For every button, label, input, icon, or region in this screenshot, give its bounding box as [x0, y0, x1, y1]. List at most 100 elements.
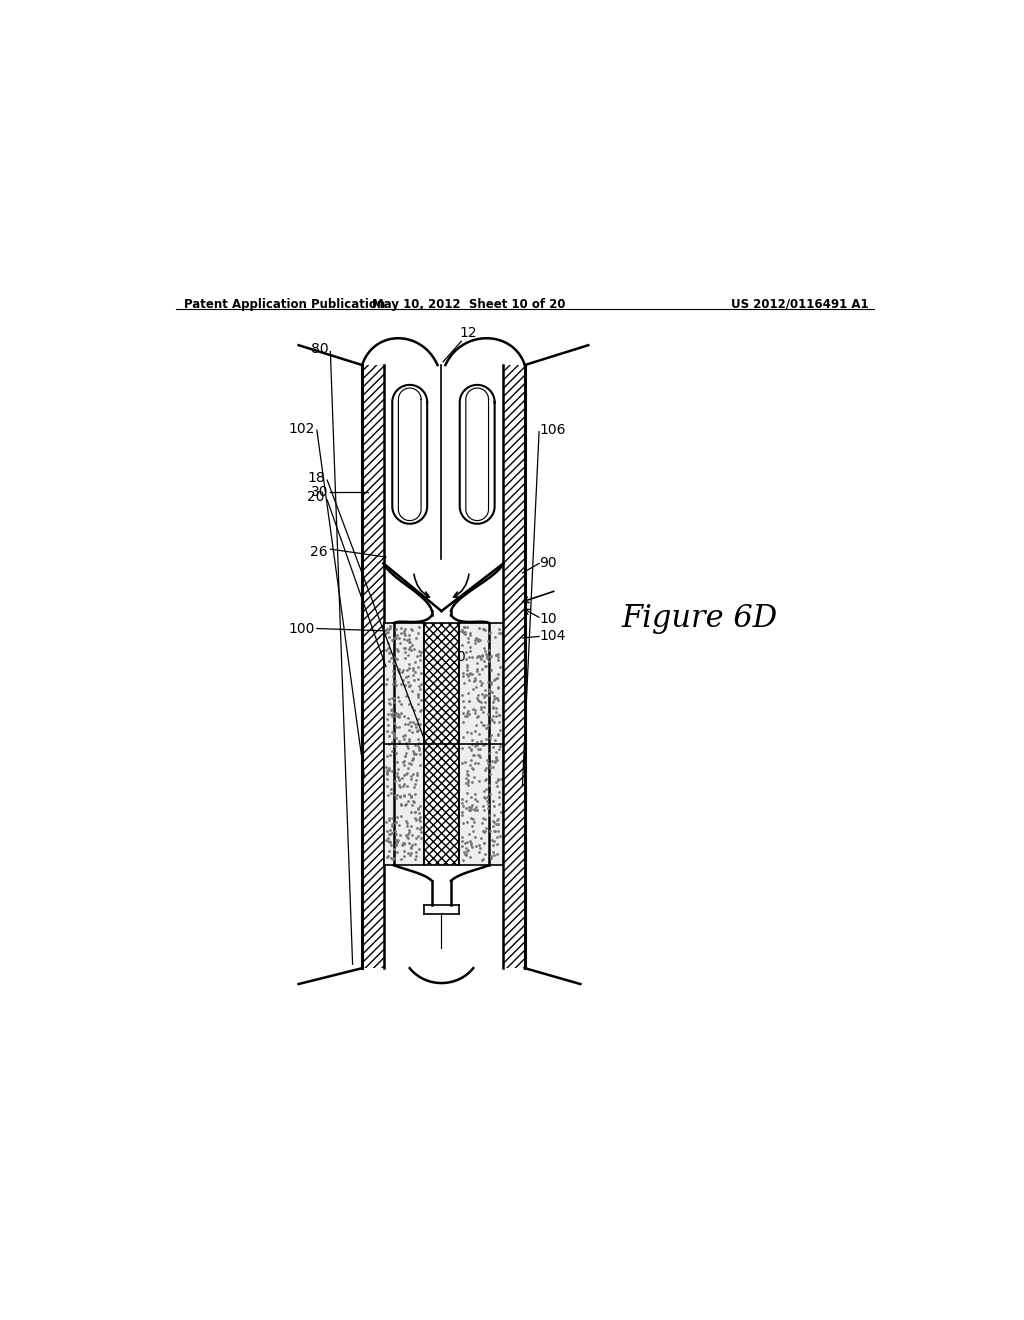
- Point: [489, 644, 506, 665]
- Point: [409, 842, 425, 863]
- Point: [460, 775, 476, 796]
- Point: [487, 706, 504, 727]
- Point: [399, 828, 416, 849]
- Point: [457, 623, 473, 644]
- Point: [412, 714, 428, 735]
- Point: [388, 788, 404, 809]
- Point: [380, 622, 396, 643]
- Point: [400, 821, 417, 842]
- Point: [381, 809, 397, 830]
- Point: [395, 833, 412, 854]
- Point: [464, 758, 480, 779]
- Point: [378, 673, 394, 694]
- Point: [477, 808, 494, 829]
- Point: [474, 702, 490, 723]
- Point: [384, 813, 400, 834]
- Point: [384, 630, 400, 651]
- Point: [411, 616, 427, 638]
- Point: [489, 723, 506, 744]
- Point: [464, 663, 480, 684]
- Point: [487, 688, 504, 709]
- Point: [479, 787, 496, 808]
- Point: [473, 696, 489, 717]
- Point: [462, 640, 478, 661]
- Point: [487, 748, 504, 770]
- Point: [399, 708, 416, 729]
- Point: [404, 619, 421, 640]
- Point: [387, 627, 403, 648]
- Point: [392, 632, 409, 653]
- Point: [380, 642, 396, 663]
- Point: [458, 797, 474, 818]
- Bar: [362, 366, 384, 968]
- Point: [381, 759, 397, 780]
- Point: [386, 627, 402, 648]
- Point: [454, 804, 470, 825]
- Point: [475, 696, 492, 717]
- Point: [379, 785, 395, 807]
- Point: [454, 685, 470, 706]
- Point: [412, 733, 428, 754]
- Point: [481, 622, 498, 643]
- Point: [483, 681, 500, 702]
- Point: [379, 768, 395, 789]
- Point: [486, 751, 503, 772]
- Point: [483, 710, 500, 731]
- Point: [399, 659, 416, 680]
- Point: [489, 649, 506, 671]
- Point: [492, 735, 508, 756]
- Point: [466, 632, 482, 653]
- Point: [454, 792, 470, 813]
- Point: [379, 619, 395, 640]
- Point: [478, 684, 495, 705]
- Point: [407, 774, 423, 795]
- Point: [472, 746, 488, 767]
- Point: [391, 770, 408, 791]
- Point: [391, 776, 408, 797]
- Point: [401, 636, 418, 657]
- Point: [469, 752, 485, 774]
- Point: [382, 744, 398, 766]
- Point: [410, 693, 426, 714]
- Point: [391, 627, 408, 648]
- Point: [396, 619, 413, 640]
- Point: [407, 792, 423, 813]
- Point: [477, 843, 494, 865]
- Point: [388, 675, 404, 696]
- Point: [393, 618, 410, 639]
- Point: [459, 764, 475, 785]
- Point: [459, 659, 475, 680]
- Point: [458, 772, 474, 793]
- Polygon shape: [392, 385, 427, 524]
- Point: [465, 744, 481, 766]
- Point: [406, 660, 422, 681]
- Point: [484, 834, 501, 855]
- Point: [486, 685, 503, 706]
- Point: [454, 836, 470, 857]
- Point: [490, 711, 507, 733]
- Point: [401, 833, 418, 854]
- Point: [493, 768, 509, 789]
- Point: [381, 820, 397, 841]
- Point: [486, 711, 503, 733]
- Point: [379, 746, 395, 767]
- Point: [397, 810, 414, 832]
- Point: [473, 730, 489, 751]
- Point: [382, 694, 398, 715]
- Point: [481, 755, 498, 776]
- Point: [485, 843, 502, 865]
- Point: [481, 758, 498, 779]
- Point: [493, 623, 509, 644]
- Point: [403, 750, 420, 771]
- Point: [467, 700, 483, 721]
- Point: [479, 631, 496, 652]
- Point: [476, 770, 493, 791]
- Point: [456, 697, 472, 718]
- Point: [388, 836, 404, 857]
- Point: [485, 756, 502, 777]
- Point: [407, 849, 423, 870]
- Point: [474, 659, 490, 680]
- Point: [395, 774, 412, 795]
- Point: [461, 737, 477, 758]
- Point: [462, 755, 478, 776]
